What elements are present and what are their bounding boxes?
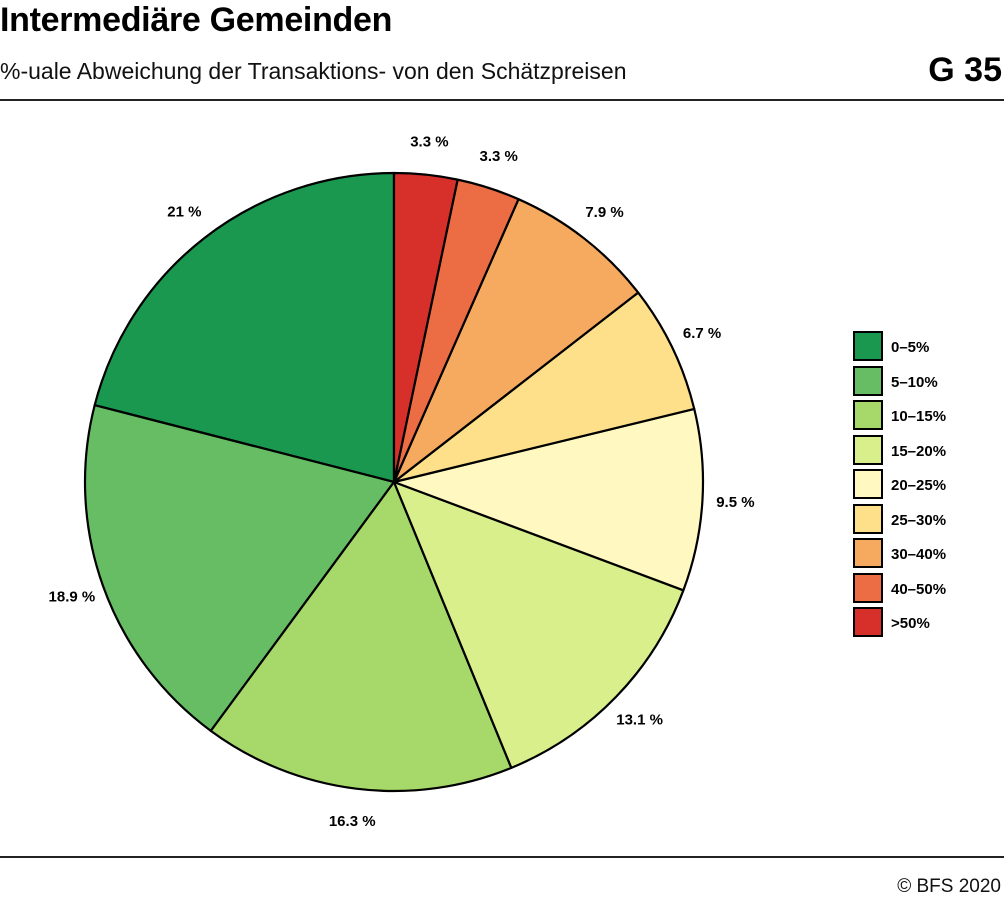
legend-swatch	[853, 400, 883, 430]
pie-slice-6	[392, 198, 640, 484]
slice-label-6: 7.9 %	[585, 204, 623, 221]
slice-label-2: 16.3 %	[329, 813, 376, 830]
legend-item-7: 40–50%	[853, 572, 993, 608]
legend: 0–5% 5–10% 10–15% 15–20% 20–25% 25–30% 30–40% 4…	[853, 331, 993, 642]
legend-swatch	[853, 503, 883, 534]
slice-label-1: 18.9 %	[49, 588, 96, 605]
legend-swatch	[853, 538, 883, 568]
slice-label-7: 3.3 %	[480, 148, 518, 165]
legend-swatch	[853, 434, 883, 465]
legend-label: 10–15%	[891, 408, 947, 425]
legend-item-2: 10–15%	[853, 400, 993, 435]
legend-label: 20–25%	[891, 477, 947, 494]
slice-label-8: 3.3 %	[410, 133, 448, 150]
pie-slice-0	[93, 171, 396, 484]
pie-slice-1	[83, 404, 396, 732]
pie-data-labels: 21 % 18.9 % 16.3 % 13.1 % 9.5 % 6.7 % 7.9 % 3.3…	[49, 133, 755, 830]
pie-slice-2	[209, 480, 513, 793]
legend-swatch	[853, 331, 883, 361]
legend-item-8: >50%	[853, 607, 993, 642]
legend-item-0: 0–5%	[853, 331, 993, 366]
source-credit: © BFS 2020	[897, 876, 1001, 897]
legend-swatch	[853, 572, 883, 603]
chart-subtitle: %-uale Abweichung der Transaktions- von …	[0, 58, 627, 84]
chart-code: G 35	[928, 51, 1002, 89]
pie-slice-8	[392, 171, 459, 484]
legend-item-5: 25–30%	[853, 503, 993, 539]
bottom-divider	[0, 856, 1004, 858]
chart-title: Intermediäre Gemeinden	[0, 1, 393, 39]
pie-slice-3	[392, 480, 685, 769]
pie-slice-5	[392, 291, 696, 484]
legend-label: 0–5%	[891, 339, 930, 356]
legend-label: 30–40%	[891, 546, 947, 563]
legend-label: 5–10%	[891, 373, 938, 391]
slice-label-3: 13.1 %	[616, 712, 663, 729]
legend-swatch	[853, 607, 883, 637]
pie-slice-4	[392, 407, 705, 592]
slice-label-4: 9.5 %	[716, 494, 754, 511]
legend-item-3: 15–20%	[853, 434, 993, 470]
legend-label: 25–30%	[891, 511, 947, 529]
legend-item-6: 30–40%	[853, 538, 993, 573]
top-divider	[0, 99, 1004, 101]
legend-swatch	[853, 469, 883, 499]
slice-label-0: 21 %	[167, 203, 201, 220]
legend-label: 40–50%	[891, 580, 947, 598]
legend-item-4: 20–25%	[853, 469, 993, 504]
pie-slices	[83, 171, 705, 793]
legend-item-1: 5–10%	[853, 365, 993, 401]
legend-label: 15–20%	[891, 442, 947, 460]
legend-label: >50%	[891, 615, 930, 632]
slice-label-5: 6.7 %	[683, 325, 721, 342]
legend-swatch	[853, 365, 883, 396]
